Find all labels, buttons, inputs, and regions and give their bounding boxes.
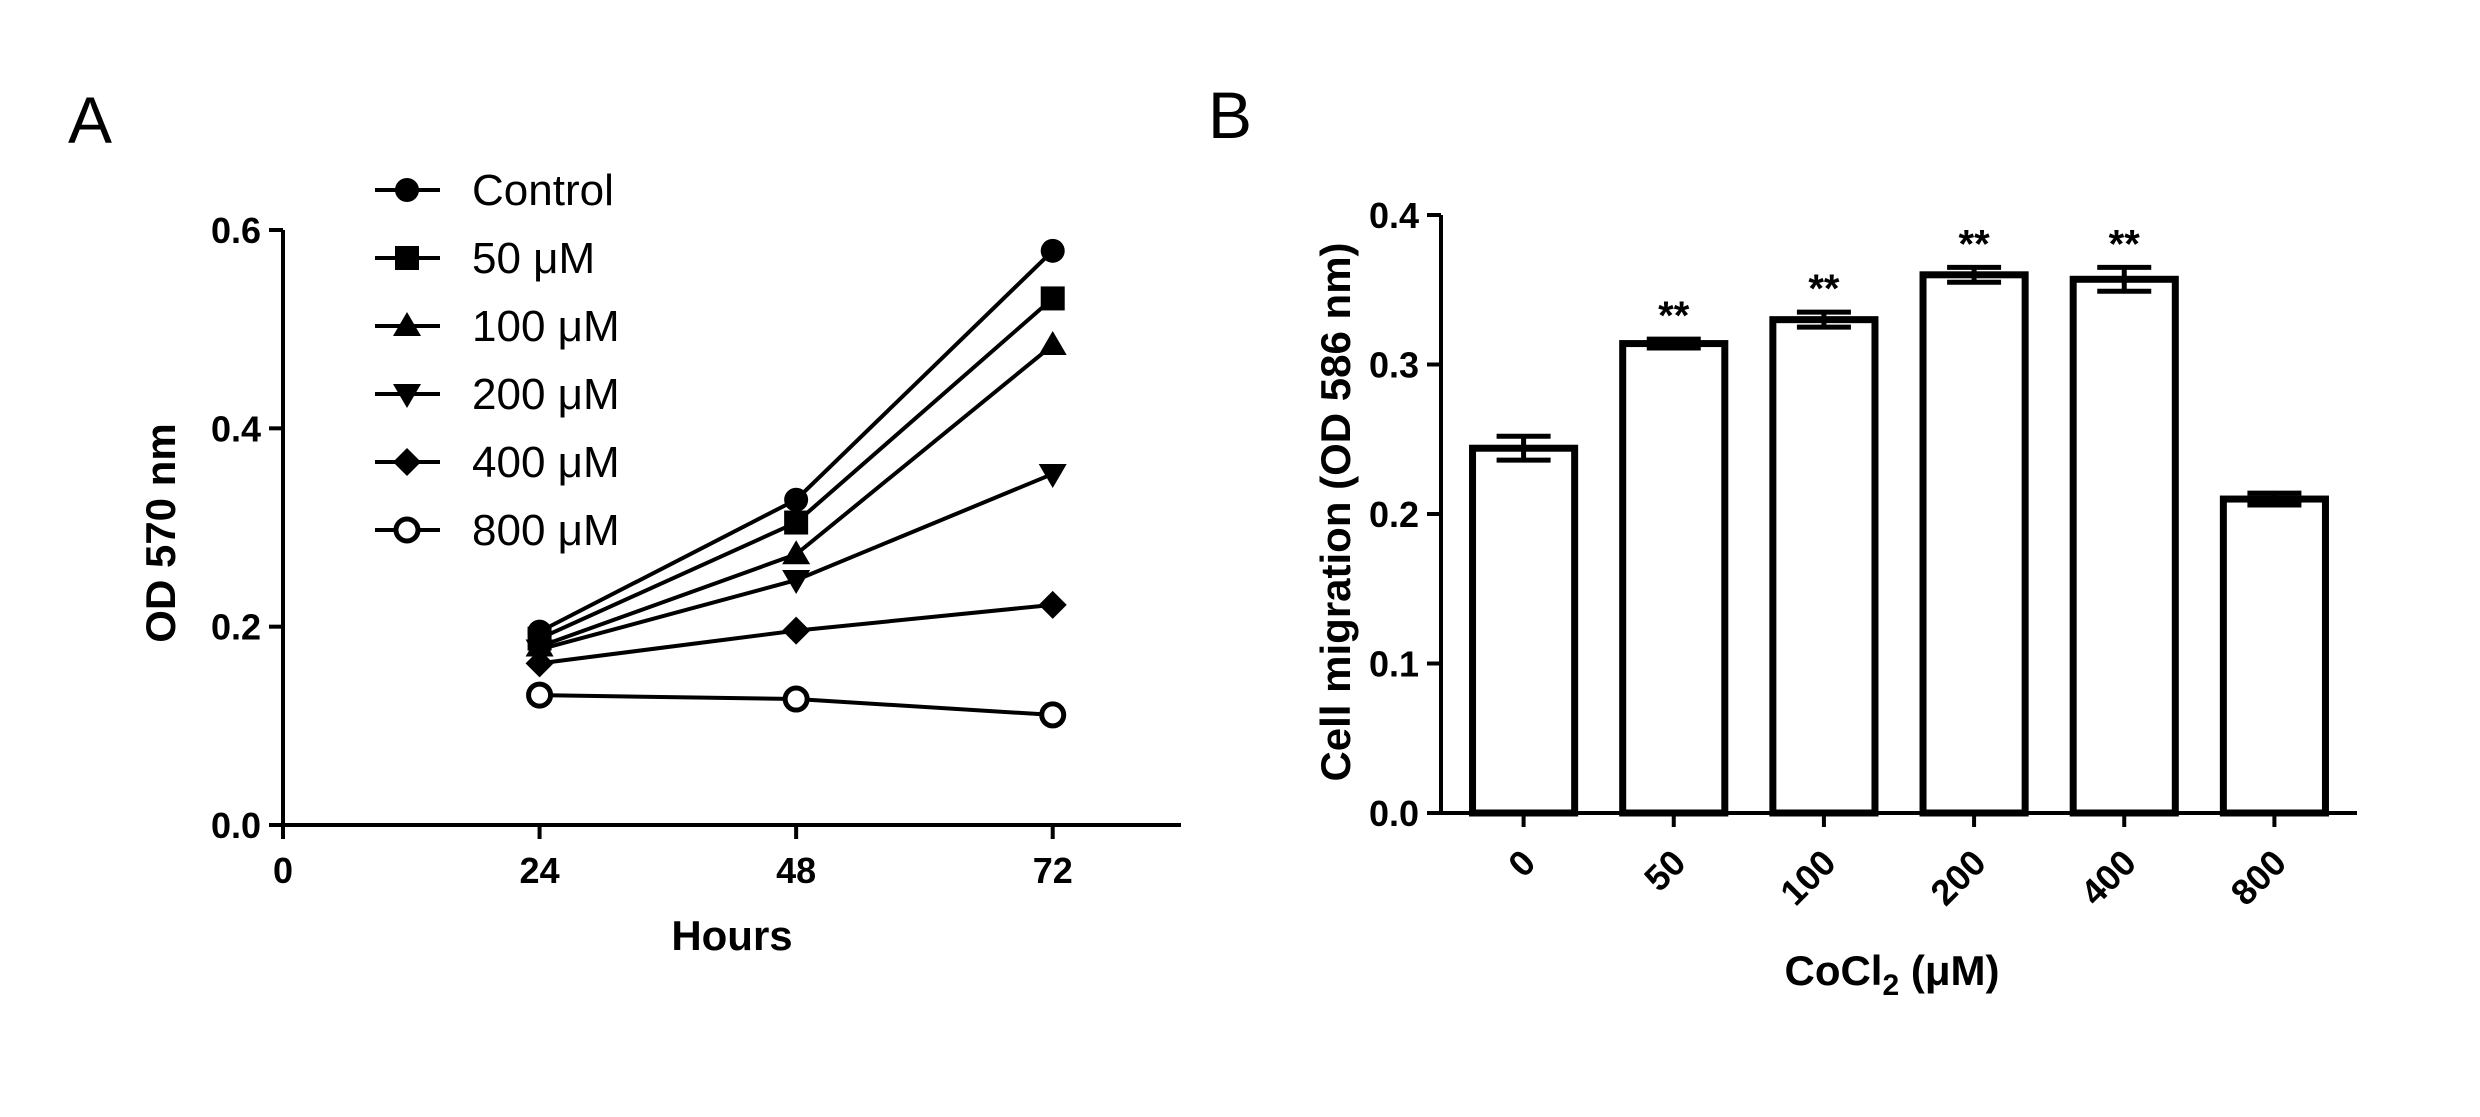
legend-marker [395,178,419,202]
y-tick-label: 0.4 [1369,195,1419,236]
error-bar [1947,264,2002,285]
legend-label: 400 μM [472,438,620,487]
data-point [525,649,554,678]
panel-a-y-axis-title: OD 570 nm [137,423,184,642]
data-point [1040,286,1065,311]
data-point [526,681,554,709]
legend-label: 50 μM [472,234,595,283]
panel-a-series [525,238,1067,729]
bar [1769,316,1879,817]
legend-item: 400 μM [375,438,620,487]
panel-b-x-title-sub: 2 [1882,969,1899,1002]
bar [1619,340,1729,817]
error-bar [2247,490,2302,508]
significance-label: ** [2109,222,2141,266]
chart-panel-a: A OD 570 nm Hours 0.0 0.2 0.4 0.6 0 24 48 72 C… [68,83,1181,959]
legend-label: 800 μM [472,506,620,555]
legend-marker [393,312,421,336]
legend-item: 200 μM [375,370,620,419]
y-tick-label: 0.0 [211,805,261,846]
legend-item: 100 μM [375,302,620,351]
legend-item: 50 μM [375,234,595,283]
data-point [782,540,811,565]
data-point [784,487,809,512]
panel-a-x-axis-title: Hours [671,912,792,959]
legend-label: 200 μM [472,370,620,419]
data-point [784,510,809,535]
data-point [1039,701,1067,729]
panel-b-x-axis-title: CoCl2 (μM) [1784,947,1999,1002]
panel-b-x-ticks: 0 50 100 200 400 800 [1500,813,2294,913]
significance-label: ** [1658,294,1690,338]
chart-panel-b: B Cell migration (OD 586 nm) CoCl2 (μM) … [1208,78,2357,1002]
data-point [782,570,811,595]
y-tick-label: 0.0 [1369,793,1419,834]
legend-item: Control [375,166,614,215]
panel-a-x-ticks: 0 24 48 72 [273,825,1073,891]
error-bar [2097,264,2152,294]
error-bar [1496,433,1551,463]
y-tick-label: 0.2 [1369,494,1419,535]
y-tick-label: 0.4 [211,408,261,449]
y-tick-label: 0.3 [1369,345,1419,386]
panel-b-y-axis-title: Cell migration (OD 586 nm) [1312,242,1359,781]
legend-marker [393,516,421,544]
significance-label: ** [1808,267,1840,311]
panel-a-y-ticks: 0.0 0.2 0.4 0.6 [211,210,283,846]
bar [2219,495,2329,817]
panel-a-legend: Control 50 μM 100 μM 200 μM 400 μM 800 μM [375,166,620,555]
legend-marker [393,448,421,476]
data-point [1040,238,1065,263]
x-tick-label: 0 [1500,842,1543,885]
panel-b-bars: ** ** ** ** [1469,222,2329,817]
panel-b-y-ticks: 0.0 0.1 0.2 0.3 0.4 [1369,195,1441,834]
legend-item: 800 μM [375,506,620,555]
bar [2069,275,2179,817]
data-point [782,616,811,645]
x-tick-label: 100 [1772,842,1843,913]
panel-b-x-title-main: CoCl [1784,947,1882,994]
x-tick-label: 24 [520,850,560,891]
data-point [1038,331,1067,356]
legend-label: Control [472,166,614,215]
x-tick-label: 200 [1922,842,1993,913]
x-tick-label: 400 [2072,842,2143,913]
x-tick-label: 50 [1636,842,1693,899]
legend-marker [393,384,421,408]
x-tick-label: 0 [273,850,293,891]
significance-label: ** [1959,222,1991,266]
panel-a-label: A [68,83,112,157]
x-tick-label: 800 [2223,842,2294,913]
y-tick-label: 0.1 [1369,644,1419,685]
data-point [1038,463,1067,488]
bar [1919,271,2029,817]
bar [1469,444,1579,817]
legend-label: 100 μM [472,302,620,351]
y-tick-label: 0.2 [211,607,261,648]
panel-b-x-title-unit: (μM) [1899,947,1999,994]
data-point [1038,590,1067,619]
y-tick-label: 0.6 [211,210,261,251]
x-tick-label: 48 [776,850,816,891]
x-tick-label: 72 [1033,850,1073,891]
error-bar [1796,309,1851,330]
error-bar [1646,336,1701,351]
data-point [782,685,810,713]
panel-b-label: B [1208,78,1252,152]
legend-marker [395,246,419,270]
